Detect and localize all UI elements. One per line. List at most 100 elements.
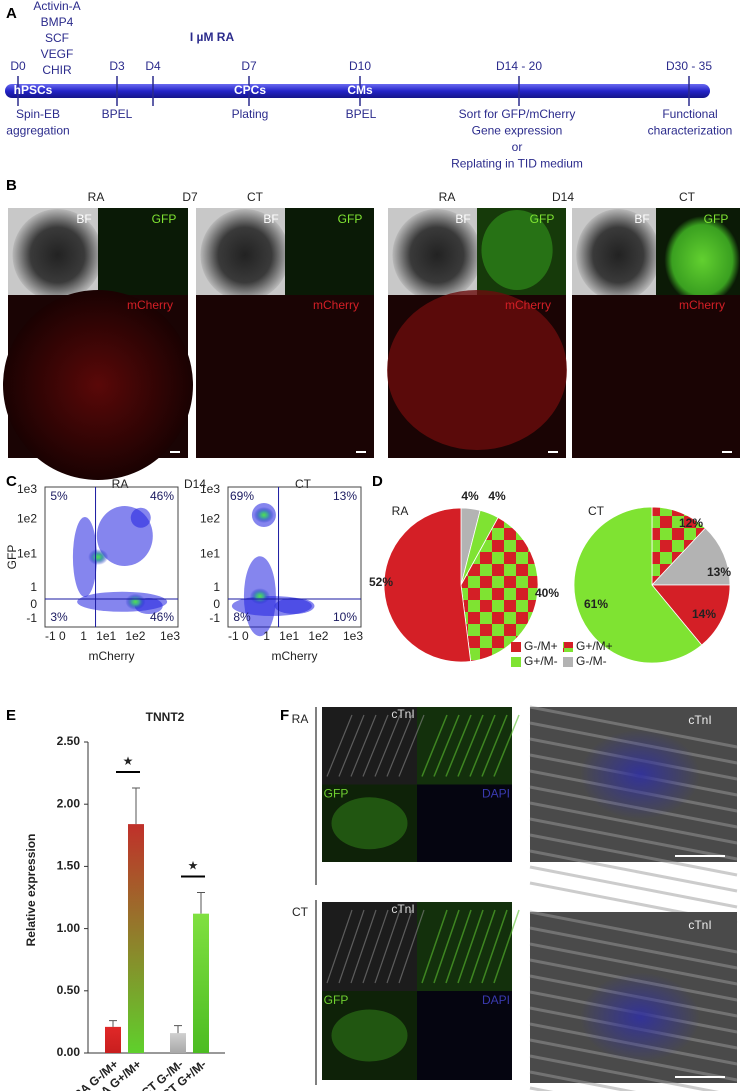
mcherry-signal bbox=[387, 290, 567, 450]
ra-label: I µM RA bbox=[190, 30, 235, 44]
y-tick-label: 0.00 bbox=[57, 1045, 81, 1059]
x-tick-label: 1e1 bbox=[279, 629, 299, 643]
significance-marker: ★ bbox=[123, 754, 134, 768]
condition-title: RA bbox=[88, 190, 105, 204]
stage: CPCs bbox=[234, 83, 266, 97]
error-bar bbox=[197, 893, 205, 914]
channel-label: BF bbox=[455, 212, 470, 226]
density bbox=[131, 508, 151, 528]
y-axis-label: GFP bbox=[5, 545, 19, 570]
pie-slice bbox=[384, 508, 471, 662]
day-label: D7 bbox=[241, 59, 257, 73]
x-tick-label: 0 bbox=[59, 629, 66, 643]
mcherry-signal bbox=[3, 290, 193, 480]
y-tick-label: 0.50 bbox=[57, 983, 81, 997]
factor: CHIR bbox=[42, 63, 72, 77]
x-tick-label: 1e1 bbox=[96, 629, 116, 643]
channel-label: cTnI bbox=[688, 713, 711, 727]
channel-label: GFP bbox=[530, 212, 555, 226]
legend-label: G-/M+ bbox=[524, 639, 558, 653]
x-tick-label: 1e3 bbox=[343, 629, 363, 643]
condition-title: CT bbox=[247, 190, 264, 204]
factor: VEGF bbox=[41, 47, 74, 61]
density-core bbox=[125, 594, 145, 610]
y-tick-label: 2.50 bbox=[57, 734, 81, 748]
step: aggregation bbox=[6, 124, 69, 138]
channel-label: GFP bbox=[704, 212, 729, 226]
legend-swatch bbox=[511, 642, 521, 652]
quadrant-value: 46% bbox=[150, 489, 174, 503]
legend-label: G-/M- bbox=[576, 654, 607, 668]
merge-image bbox=[417, 707, 512, 785]
y-tick-label: 1e1 bbox=[200, 546, 220, 560]
y-tick-label: 1.00 bbox=[57, 921, 81, 935]
step: BPEL bbox=[346, 107, 377, 121]
factor: BMP4 bbox=[41, 15, 74, 29]
pie-value-label: 52% bbox=[369, 575, 393, 589]
density-core bbox=[250, 588, 270, 604]
factor: Activin-A bbox=[33, 0, 80, 13]
pie-value-label: 61% bbox=[584, 597, 608, 611]
gfp-signal bbox=[664, 216, 740, 304]
channel-label: GFP bbox=[324, 787, 349, 801]
day-label: D10 bbox=[349, 59, 371, 73]
gfp-cells bbox=[332, 797, 408, 849]
pie-value-label: 13% bbox=[707, 565, 731, 579]
x-tick-label: 1 bbox=[80, 629, 87, 643]
nucleus bbox=[580, 973, 700, 1063]
channel-label: GFP bbox=[324, 993, 349, 1007]
merge-image bbox=[417, 902, 512, 991]
gfp-cells bbox=[332, 1010, 408, 1062]
legend-label: G+/M+ bbox=[576, 639, 613, 653]
y-tick-label: 1 bbox=[30, 580, 37, 594]
quadrant-value: 8% bbox=[233, 610, 251, 624]
channel-label: GFP bbox=[338, 212, 363, 226]
y-tick-label: 1e2 bbox=[17, 511, 37, 525]
channel-label: BF bbox=[76, 212, 91, 226]
x-tick-label: 1e2 bbox=[125, 629, 145, 643]
bar bbox=[105, 1027, 121, 1053]
y-tick-label: 1 bbox=[213, 580, 220, 594]
bar bbox=[170, 1033, 186, 1053]
density bbox=[275, 598, 315, 614]
pie-value-label: 14% bbox=[692, 607, 716, 621]
quadrant-value: 69% bbox=[230, 489, 254, 503]
condition-title: CT bbox=[295, 477, 312, 491]
y-tick-label: 1e1 bbox=[17, 546, 37, 560]
day-label: D3 bbox=[109, 59, 125, 73]
channel-label: DAPI bbox=[482, 787, 510, 801]
pie-value-label: 12% bbox=[679, 516, 703, 530]
channel-label: mCherry bbox=[505, 298, 551, 312]
condition-title: CT bbox=[679, 190, 696, 204]
pie-title: RA bbox=[392, 504, 409, 518]
step: Sort for GFP/mCherry bbox=[459, 107, 576, 121]
step: Replating in TID medium bbox=[451, 157, 583, 171]
stage: CMs bbox=[347, 83, 373, 97]
step: BPEL bbox=[102, 107, 133, 121]
quadrant-value: 5% bbox=[50, 489, 68, 503]
x-tick-label: 1 bbox=[263, 629, 270, 643]
step: or bbox=[512, 140, 523, 154]
y-tick-label: -1 bbox=[209, 611, 220, 625]
channel-label: DAPI bbox=[482, 993, 510, 1007]
step: Gene expression bbox=[472, 124, 563, 138]
pie-title: CT bbox=[588, 504, 605, 518]
quadrant-value: 13% bbox=[333, 489, 357, 503]
error-bar bbox=[132, 788, 140, 824]
factor: SCF bbox=[45, 31, 69, 45]
y-tick-label: 1.50 bbox=[57, 859, 81, 873]
quadrant-value: 10% bbox=[333, 610, 357, 624]
condition-title: RA bbox=[439, 190, 456, 204]
day-title: D7 bbox=[182, 190, 198, 204]
channel-label: cTnI bbox=[391, 902, 414, 916]
quadrant-value: 3% bbox=[50, 610, 68, 624]
y-tick-label: 0 bbox=[30, 597, 37, 611]
panel-label: D bbox=[372, 473, 383, 490]
x-tick-label: 1e3 bbox=[160, 629, 180, 643]
condition-title: RA bbox=[292, 712, 309, 726]
channel-label: cTnI bbox=[688, 918, 711, 932]
stage: hPSCs bbox=[14, 83, 53, 97]
y-axis-label: Relative expression bbox=[24, 834, 38, 947]
